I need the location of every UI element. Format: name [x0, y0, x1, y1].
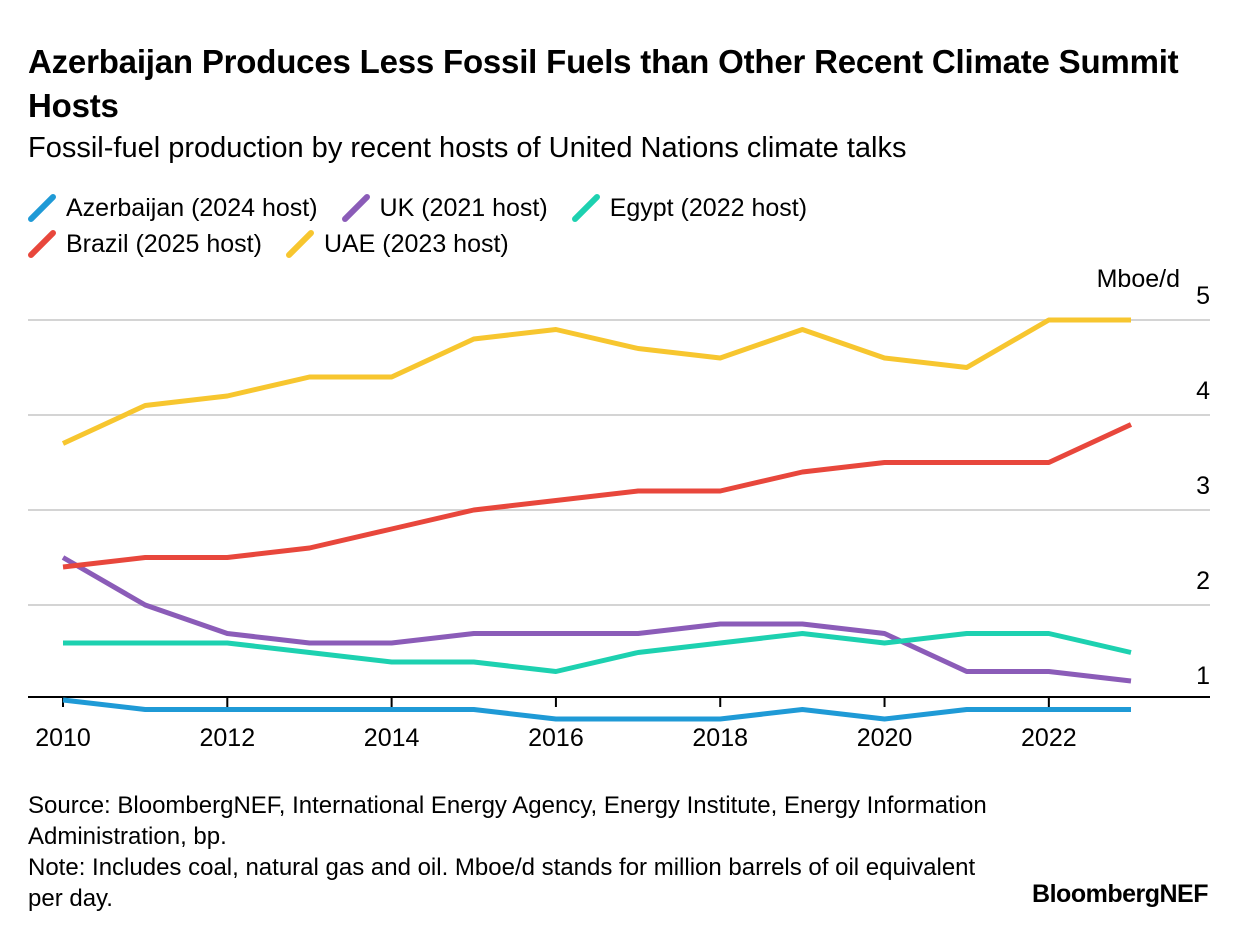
series-line-uk	[61, 555, 1132, 684]
y-tick-label-2: 2	[1196, 567, 1210, 595]
y-tick-label-1: 1	[1196, 662, 1210, 690]
x-tick-label-2022: 2022	[1021, 724, 1077, 752]
legend-label: UK (2021 host)	[379, 193, 548, 222]
legend-item-brazil: Brazil (2025 host)	[28, 230, 262, 259]
legend-label: Azerbaijan (2024 host)	[66, 193, 318, 222]
x-tick-label-2010: 2010	[35, 724, 91, 752]
y-axis-unit-label: Mboe/d	[1097, 265, 1180, 293]
note-text: Note: Includes coal, natural gas and oil…	[28, 854, 976, 912]
legend-swatch-icon	[341, 194, 370, 222]
source-note: Source: BloombergNEF, International Ener…	[28, 790, 988, 914]
series-line-egypt	[63, 631, 1132, 674]
y-tick-label-4: 4	[1196, 377, 1210, 405]
legend-item-egypt: Egypt (2022 host)	[571, 193, 808, 223]
legend-label: UAE (2023 host)	[323, 229, 509, 258]
legend-swatch-icon	[28, 194, 56, 222]
chart-subtitle: Fossil-fuel production by recent hosts o…	[28, 132, 907, 164]
brand-logo: BloombergNEF	[1032, 880, 1208, 908]
legend-label: Brazil (2025 host)	[66, 229, 262, 258]
legend-item-uae: UAE (2023 host)	[285, 229, 509, 259]
x-tick-label-2012: 2012	[199, 724, 255, 752]
legend-item-azerbaijan: Azerbaijan (2024 host)	[28, 194, 318, 223]
y-tick-label-5: 5	[1196, 282, 1210, 310]
series-line-azerbaijan	[62, 697, 1131, 722]
line-chart: 1 2 3 4 5 Mboe/d 2010 2012 2014 2016 2018 2020 2022	[28, 265, 1210, 752]
legend: Azerbaijan (2024 host) UK (2021 host) Egyp…	[28, 190, 1208, 262]
x-tick-label-2020: 2020	[857, 724, 913, 752]
series-line-uae	[61, 317, 1131, 446]
x-tick-label-2018: 2018	[692, 724, 748, 752]
series-line-brazil	[62, 422, 1133, 570]
y-tick-label-3: 3	[1196, 472, 1210, 500]
chart-title: Azerbaijan Produces Less Fossil Fuels th…	[28, 43, 1179, 124]
legend-swatch-icon	[571, 194, 600, 222]
source-text: Source: BloombergNEF, International Ener…	[28, 792, 987, 850]
x-tick-label-2014: 2014	[364, 724, 420, 752]
legend-item-uk: UK (2021 host)	[341, 193, 548, 223]
x-tick-label-2016: 2016	[528, 724, 584, 752]
legend-row: Azerbaijan (2024 host) UK (2021 host) Egyp…	[28, 190, 1208, 226]
legend-row: Brazil (2025 host) UAE (2023 host)	[28, 226, 1208, 262]
legend-swatch-icon	[285, 230, 314, 258]
legend-label: Egypt (2022 host)	[609, 193, 808, 222]
legend-swatch-icon	[28, 230, 56, 258]
